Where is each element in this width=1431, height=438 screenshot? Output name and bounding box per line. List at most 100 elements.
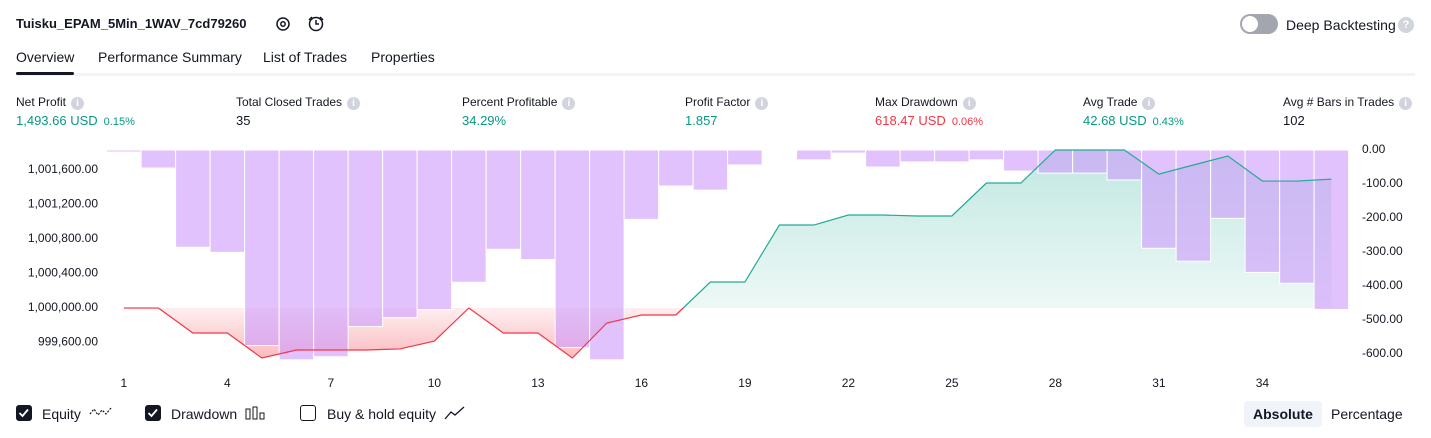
- drawdown-bar: [934, 149, 970, 163]
- drawdown-bar: [623, 149, 660, 220]
- legend-label[interactable]: Buy & hold equity: [327, 406, 436, 422]
- y2-tick-label: -500.00: [1362, 312, 1403, 326]
- legend-checkbox[interactable]: [16, 405, 32, 421]
- x-tick-label: 4: [224, 376, 231, 390]
- legend-label[interactable]: Equity: [42, 406, 81, 422]
- metric-label-text: Net Profit: [16, 95, 67, 109]
- metric-label-text: Max Drawdown: [875, 95, 958, 109]
- metric-value: 42.68 USD 0.43%: [1083, 113, 1184, 128]
- y-tick-label: 1,000,800.00: [28, 231, 98, 245]
- x-tick-label: 16: [635, 376, 649, 390]
- drawdown-bar: [1141, 149, 1177, 249]
- settings-icon[interactable]: [274, 15, 292, 33]
- metric-value-text: 35: [236, 113, 251, 128]
- x-tick-label: 10: [428, 376, 442, 390]
- tab[interactable]: Performance Summary: [98, 49, 242, 65]
- metric-label-text: Avg # Bars in Trades: [1283, 95, 1395, 109]
- alert-icon[interactable]: [307, 14, 327, 34]
- x-tick-label: 34: [1256, 376, 1270, 390]
- metric-value-text: 1.857: [685, 113, 718, 128]
- deep-backtesting-toggle[interactable]: [1240, 14, 1278, 34]
- x-tick-label: 31: [1152, 376, 1166, 390]
- metric-percent: 0.06%: [951, 116, 984, 128]
- info-icon[interactable]: i: [1399, 97, 1413, 110]
- info-icon[interactable]: i: [755, 97, 769, 110]
- info-icon[interactable]: i: [1142, 97, 1156, 110]
- x-tick-label: 19: [738, 376, 752, 390]
- drawdown-bar: [140, 149, 177, 169]
- metric-label-text: Avg Trade: [1083, 95, 1138, 109]
- drawdown-bar: [865, 149, 901, 168]
- y-tick-label: 999,600.00: [38, 335, 98, 349]
- metric-value: 1,493.66 USD 0.15%: [16, 113, 135, 128]
- x-tick-label: 13: [531, 376, 545, 390]
- drawdown-bar: [761, 149, 798, 152]
- toggle-label: Deep Backtesting: [1286, 17, 1396, 33]
- x-tick-label: 28: [1049, 376, 1063, 390]
- info-icon[interactable]: i: [562, 97, 576, 110]
- metric-value-text: 102: [1283, 113, 1305, 128]
- drawdown-bar: [451, 149, 487, 283]
- y2-tick-label: -200.00: [1362, 210, 1403, 224]
- metric-label: Max Drawdown i: [875, 95, 976, 110]
- drawdown-bar: [830, 149, 867, 154]
- scale-mode-button[interactable]: Percentage: [1331, 406, 1403, 422]
- legend-checkbox[interactable]: [300, 405, 316, 421]
- drawdown-bar: [416, 149, 453, 310]
- drawdown-bar: [796, 149, 832, 161]
- drawdown-bar: [1279, 149, 1315, 284]
- drawdown-bar: [1244, 149, 1281, 273]
- drawdown-bar: [1175, 149, 1212, 262]
- help-icon[interactable]: ?: [1398, 17, 1414, 33]
- tab[interactable]: List of Trades: [263, 49, 348, 65]
- drawdown-bar: [727, 149, 763, 166]
- scale-mode-button[interactable]: Absolute: [1244, 401, 1322, 427]
- metric-label: Net Profit i: [16, 95, 85, 110]
- x-tick-label: 7: [328, 376, 335, 390]
- tab[interactable]: Properties: [371, 49, 435, 65]
- drawdown-bar: [244, 149, 280, 347]
- drawdown-bar: [1003, 149, 1039, 172]
- metric-label-text: Percent Profitable: [462, 95, 558, 109]
- tab[interactable]: Overview: [16, 49, 75, 65]
- drawdown-bar: [520, 149, 556, 260]
- metric-label: Total Closed Trades i: [236, 95, 361, 110]
- drawdown-bar: [899, 149, 936, 163]
- legend-icon: [444, 406, 465, 420]
- metric-label: Avg # Bars in Trades i: [1283, 95, 1413, 110]
- x-tick-label: 22: [842, 376, 856, 390]
- info-icon[interactable]: i: [347, 97, 361, 110]
- x-tick-label: 1: [121, 376, 128, 390]
- drawdown-bar: [589, 149, 625, 361]
- drawdown-bar: [1210, 149, 1246, 219]
- metric-value: 35: [236, 113, 250, 128]
- metric-label-text: Total Closed Trades: [236, 95, 343, 109]
- metric-label: Avg Trade i: [1083, 95, 1156, 110]
- metric-percent: 0.15%: [103, 116, 135, 128]
- metric-value: 1.857: [685, 113, 718, 128]
- y-tick-label: 1,000,400.00: [28, 266, 98, 280]
- equity-line: [123, 149, 1332, 359]
- drawdown-bar: [968, 149, 1005, 161]
- info-icon[interactable]: i: [962, 97, 976, 110]
- y-tick-label: 1,001,200.00: [28, 197, 98, 211]
- equity-area: [123, 150, 1332, 359]
- drawdown-bar: [175, 149, 211, 248]
- legend-icon: [245, 406, 265, 420]
- legend-checkbox[interactable]: [145, 405, 161, 421]
- drawdown-bar: [1106, 149, 1143, 181]
- y2-tick-label: -400.00: [1362, 278, 1403, 292]
- metric-value: 618.47 USD 0.06%: [875, 113, 983, 128]
- drawdown-bar: [485, 149, 522, 250]
- info-icon[interactable]: i: [71, 97, 85, 110]
- metric-value-text: 34.29%: [462, 113, 507, 128]
- legend-label[interactable]: Drawdown: [171, 406, 238, 422]
- y2-tick-label: -100.00: [1362, 176, 1403, 190]
- drawdown-bar: [1313, 149, 1350, 310]
- drawdown-bar: [278, 149, 315, 361]
- metric-percent: 0.43%: [1152, 116, 1184, 128]
- drawdown-bar: [106, 149, 142, 153]
- y2-tick-label: -600.00: [1362, 346, 1403, 360]
- y-tick-label: 1,000,000.00: [28, 300, 98, 314]
